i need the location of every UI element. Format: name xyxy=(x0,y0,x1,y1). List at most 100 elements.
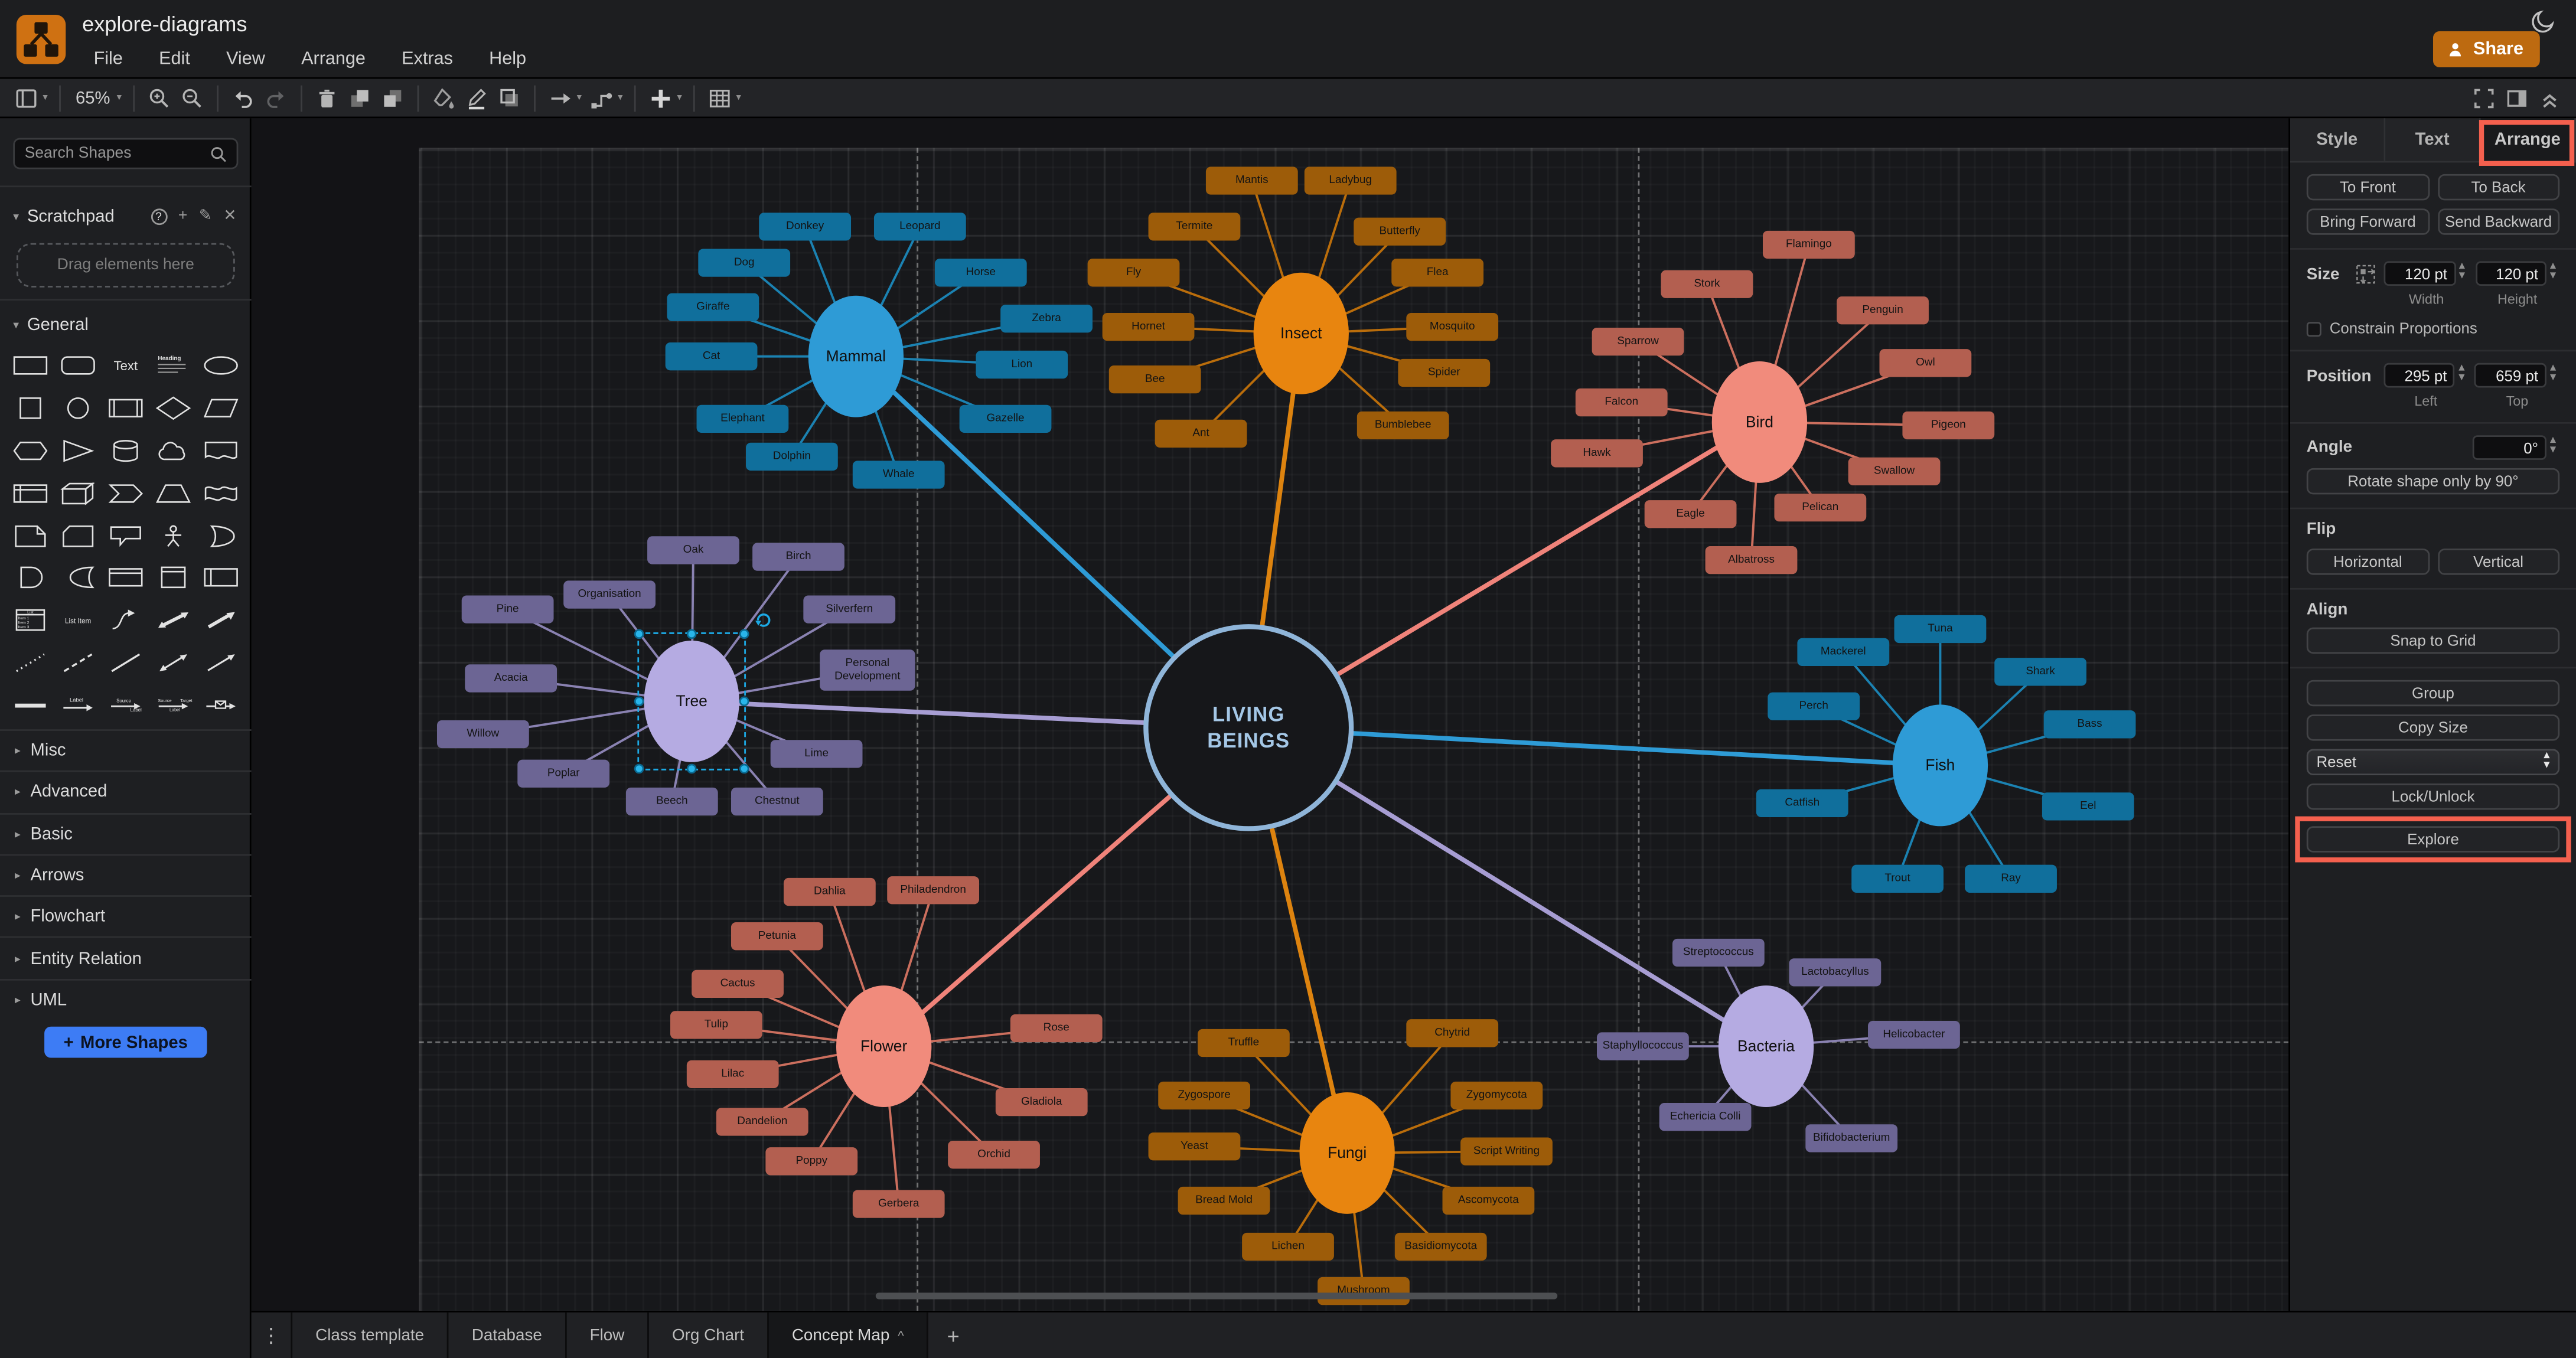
position-left-input[interactable]: 295 pt xyxy=(2383,363,2456,388)
diagram-node-zygomycota[interactable]: Zygomycota xyxy=(1450,1081,1543,1110)
selection-handle[interactable] xyxy=(634,696,644,707)
diagram-node-chytrid[interactable]: Chytrid xyxy=(1406,1019,1499,1047)
shape-triangle[interactable] xyxy=(54,430,102,472)
diagram-node-rose[interactable]: Rose xyxy=(1010,1014,1103,1043)
to-front-button[interactable]: To Front xyxy=(2306,174,2430,201)
selection-handle[interactable] xyxy=(739,696,749,707)
shape-dashed-line[interactable] xyxy=(54,642,102,684)
diagram-node-trout[interactable]: Trout xyxy=(1851,864,1944,893)
diagram-node-dog[interactable]: Dog xyxy=(698,249,791,277)
shape-directional-connector[interactable] xyxy=(197,642,245,684)
explore-button[interactable]: Explore xyxy=(2306,826,2560,853)
page-view-button[interactable]: ▾ xyxy=(10,81,51,115)
fill-color-button[interactable] xyxy=(427,81,460,115)
diagram-node-perch[interactable]: Perch xyxy=(1768,692,1860,720)
diagram-node-basidiomycota[interactable]: Basidiomycota xyxy=(1394,1232,1487,1261)
shape-and[interactable] xyxy=(6,557,54,599)
menu-arrange[interactable]: Arrange xyxy=(301,49,366,69)
cluster-node-bacteria[interactable]: Bacteria xyxy=(1718,985,1814,1108)
more-shapes-button[interactable]: + More Shapes xyxy=(44,1026,207,1058)
diagram-node-cactus[interactable]: Cactus xyxy=(692,969,784,998)
diagram-node-butterfly[interactable]: Butterfly xyxy=(1354,217,1446,246)
sidebar-section-entity-relation[interactable]: ▸ Entity Relation xyxy=(0,937,252,978)
dark-mode-toggle-icon[interactable] xyxy=(2530,8,2557,35)
diagram-node-gerbera[interactable]: Gerbera xyxy=(852,1190,945,1218)
format-tab-style[interactable]: Style xyxy=(2290,118,2386,161)
menu-help[interactable]: Help xyxy=(489,49,527,69)
shape-trapezoid[interactable] xyxy=(149,472,197,514)
diagram-node-ascomycota[interactable]: Ascomycota xyxy=(1442,1186,1535,1215)
selection-handle[interactable] xyxy=(686,763,697,774)
diagram-node-lime[interactable]: Lime xyxy=(770,740,863,768)
shape-vertical-container[interactable] xyxy=(149,557,197,599)
scratchpad-header[interactable]: ▾ Scratchpad ? + ✎ ✕ xyxy=(0,199,252,235)
diagram-node-lilac[interactable]: Lilac xyxy=(686,1060,779,1089)
edit-icon[interactable]: ✎ xyxy=(198,207,212,226)
diagram-node-termite[interactable]: Termite xyxy=(1148,213,1241,241)
diagram-node-dolphin[interactable]: Dolphin xyxy=(745,442,838,471)
angle-input[interactable]: 0° xyxy=(2472,435,2546,460)
diagram-node-ladybug[interactable]: Ladybug xyxy=(1304,167,1397,195)
shape-mail-link[interactable] xyxy=(197,684,245,726)
diagram-node-philadendron[interactable]: Philadendron xyxy=(887,876,980,905)
diagram-node-petunia[interactable]: Petunia xyxy=(731,922,823,951)
shape-bidirectional-connector[interactable] xyxy=(149,642,197,684)
flip-vertical-button[interactable]: Vertical xyxy=(2437,549,2560,575)
shadow-button[interactable] xyxy=(493,81,526,115)
menu-view[interactable]: View xyxy=(226,49,265,69)
delete-button[interactable] xyxy=(311,81,344,115)
bring-forward-button[interactable]: Bring Forward xyxy=(2306,208,2430,235)
diagram-node-beech[interactable]: Beech xyxy=(625,787,718,816)
diagram-node-lion[interactable]: Lion xyxy=(976,350,1068,379)
shape-ellipse[interactable] xyxy=(197,345,245,387)
to-front-button[interactable] xyxy=(344,81,377,115)
diagram-node-willow[interactable]: Willow xyxy=(436,720,529,749)
page-tab-database[interactable]: Database xyxy=(447,1312,565,1358)
shape-diamond[interactable] xyxy=(149,387,197,430)
diagram-node-bumblebee[interactable]: Bumblebee xyxy=(1357,411,1449,440)
rotate-handle-icon[interactable] xyxy=(754,606,772,627)
diagram-node-cat[interactable]: Cat xyxy=(665,342,758,371)
diagram-node-pine[interactable]: Pine xyxy=(461,595,554,623)
diagram-node-acacia[interactable]: Acacia xyxy=(465,664,557,693)
sidebar-section-general[interactable]: ▾ General xyxy=(0,309,252,342)
diagram-node-streptococcus[interactable]: Streptococcus xyxy=(1672,938,1765,967)
shape-or[interactable] xyxy=(197,514,245,557)
shape-note[interactable] xyxy=(6,514,54,557)
fullscreen-button[interactable] xyxy=(2467,81,2500,115)
page-tab-org-chart[interactable]: Org Chart xyxy=(647,1312,767,1358)
diagram-node-owl[interactable]: Owl xyxy=(1879,349,1972,377)
shape-tape[interactable] xyxy=(197,472,245,514)
undo-button[interactable] xyxy=(227,81,260,115)
shape-square[interactable] xyxy=(6,387,54,430)
cluster-node-flower[interactable]: Flower xyxy=(836,985,932,1108)
diagram-node-hawk[interactable]: Hawk xyxy=(1551,439,1643,468)
zoom-in-button[interactable] xyxy=(143,81,176,115)
diagram-node-swallow[interactable]: Swallow xyxy=(1848,457,1941,486)
diagram-node-sparrow[interactable]: Sparrow xyxy=(1592,327,1684,356)
selection-handle[interactable] xyxy=(739,629,749,639)
angle-stepper[interactable]: ▲ ▼ xyxy=(2549,437,2557,455)
shape-link-labels[interactable]: Source Label Target xyxy=(149,684,197,726)
shape-document[interactable] xyxy=(197,430,245,472)
shape-rounded-rectangle[interactable] xyxy=(54,345,102,387)
share-button[interactable]: Share xyxy=(2434,31,2540,68)
width-stepper[interactable]: ▲ ▼ xyxy=(2458,263,2466,281)
group-button[interactable]: Group xyxy=(2306,680,2560,707)
lock-unlock-button[interactable]: Lock/Unlock xyxy=(2306,783,2560,810)
diagram-node-poplar[interactable]: Poplar xyxy=(517,759,610,788)
shape-data-storage[interactable] xyxy=(54,557,102,599)
rotate-90-button[interactable]: Rotate shape only by 90° xyxy=(2306,468,2560,495)
zoom-level-dropdown[interactable]: 65% ▾ xyxy=(76,87,122,108)
diagram-node-dandelion[interactable]: Dandelion xyxy=(716,1108,808,1136)
diagram-node-pelican[interactable]: Pelican xyxy=(1774,493,1867,522)
diagram-node-lichen[interactable]: Lichen xyxy=(1242,1232,1334,1261)
shape-textbox[interactable]: Heading xyxy=(149,345,197,387)
waypoints-button[interactable]: ▾ xyxy=(585,81,627,115)
to-back-button[interactable]: To Back xyxy=(2437,174,2560,201)
left-stepper[interactable]: ▲ ▼ xyxy=(2458,365,2465,383)
diagram-node-shark[interactable]: Shark xyxy=(1994,658,2087,686)
diagram-node-bifidobacterium[interactable]: Bifidobacterium xyxy=(1805,1124,1898,1153)
diagram-node-donkey[interactable]: Donkey xyxy=(759,213,852,241)
constrain-proportions-checkbox[interactable] xyxy=(2306,321,2321,336)
